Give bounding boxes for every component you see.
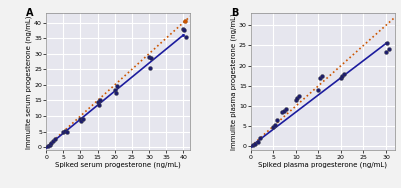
Text: B: B bbox=[231, 8, 238, 18]
Point bbox=[318, 74, 325, 77]
Point bbox=[78, 119, 85, 122]
Point bbox=[271, 124, 278, 127]
Text: A: A bbox=[26, 8, 33, 18]
Point bbox=[294, 96, 300, 99]
Point bbox=[384, 42, 391, 45]
Point bbox=[281, 109, 287, 112]
Point bbox=[316, 76, 323, 79]
Point bbox=[60, 130, 67, 133]
Point bbox=[63, 130, 70, 133]
Point bbox=[341, 72, 347, 75]
Point bbox=[95, 104, 102, 107]
Point bbox=[293, 99, 299, 102]
Point bbox=[114, 85, 120, 88]
Point bbox=[339, 74, 346, 77]
Point bbox=[50, 139, 56, 143]
Point bbox=[296, 94, 302, 97]
Point bbox=[270, 125, 277, 128]
Point bbox=[338, 76, 344, 79]
Point bbox=[45, 144, 51, 147]
Y-axis label: Immulite serum progesterone (ng/mL): Immulite serum progesterone (ng/mL) bbox=[26, 15, 32, 149]
Point bbox=[94, 101, 101, 104]
Point bbox=[254, 140, 261, 143]
Point bbox=[148, 57, 155, 60]
Point bbox=[47, 143, 53, 146]
Point bbox=[146, 55, 152, 58]
X-axis label: Spiked plasma progesterone (ng/mL): Spiked plasma progesterone (ng/mL) bbox=[258, 162, 387, 168]
Point bbox=[182, 19, 188, 22]
Point bbox=[181, 29, 188, 32]
Point bbox=[62, 129, 68, 132]
Point bbox=[182, 35, 189, 38]
Point bbox=[80, 118, 86, 121]
Point bbox=[252, 142, 259, 145]
Point bbox=[97, 99, 103, 102]
Point bbox=[113, 91, 119, 94]
Point bbox=[250, 144, 256, 147]
Point bbox=[77, 118, 84, 121]
Point bbox=[383, 50, 389, 53]
X-axis label: Spiked serum progesterone (ng/mL): Spiked serum progesterone (ng/mL) bbox=[55, 162, 181, 168]
Point bbox=[51, 138, 58, 141]
Y-axis label: Immulite plasma progesterone (ng/mL): Immulite plasma progesterone (ng/mL) bbox=[230, 13, 237, 150]
Point bbox=[315, 88, 322, 91]
Point bbox=[180, 27, 186, 30]
Point bbox=[282, 108, 289, 111]
Point bbox=[257, 137, 263, 140]
Point bbox=[111, 88, 118, 91]
Point bbox=[273, 119, 280, 122]
Point bbox=[279, 111, 286, 114]
Point bbox=[48, 141, 55, 144]
Point bbox=[386, 48, 392, 51]
Point bbox=[147, 66, 153, 69]
